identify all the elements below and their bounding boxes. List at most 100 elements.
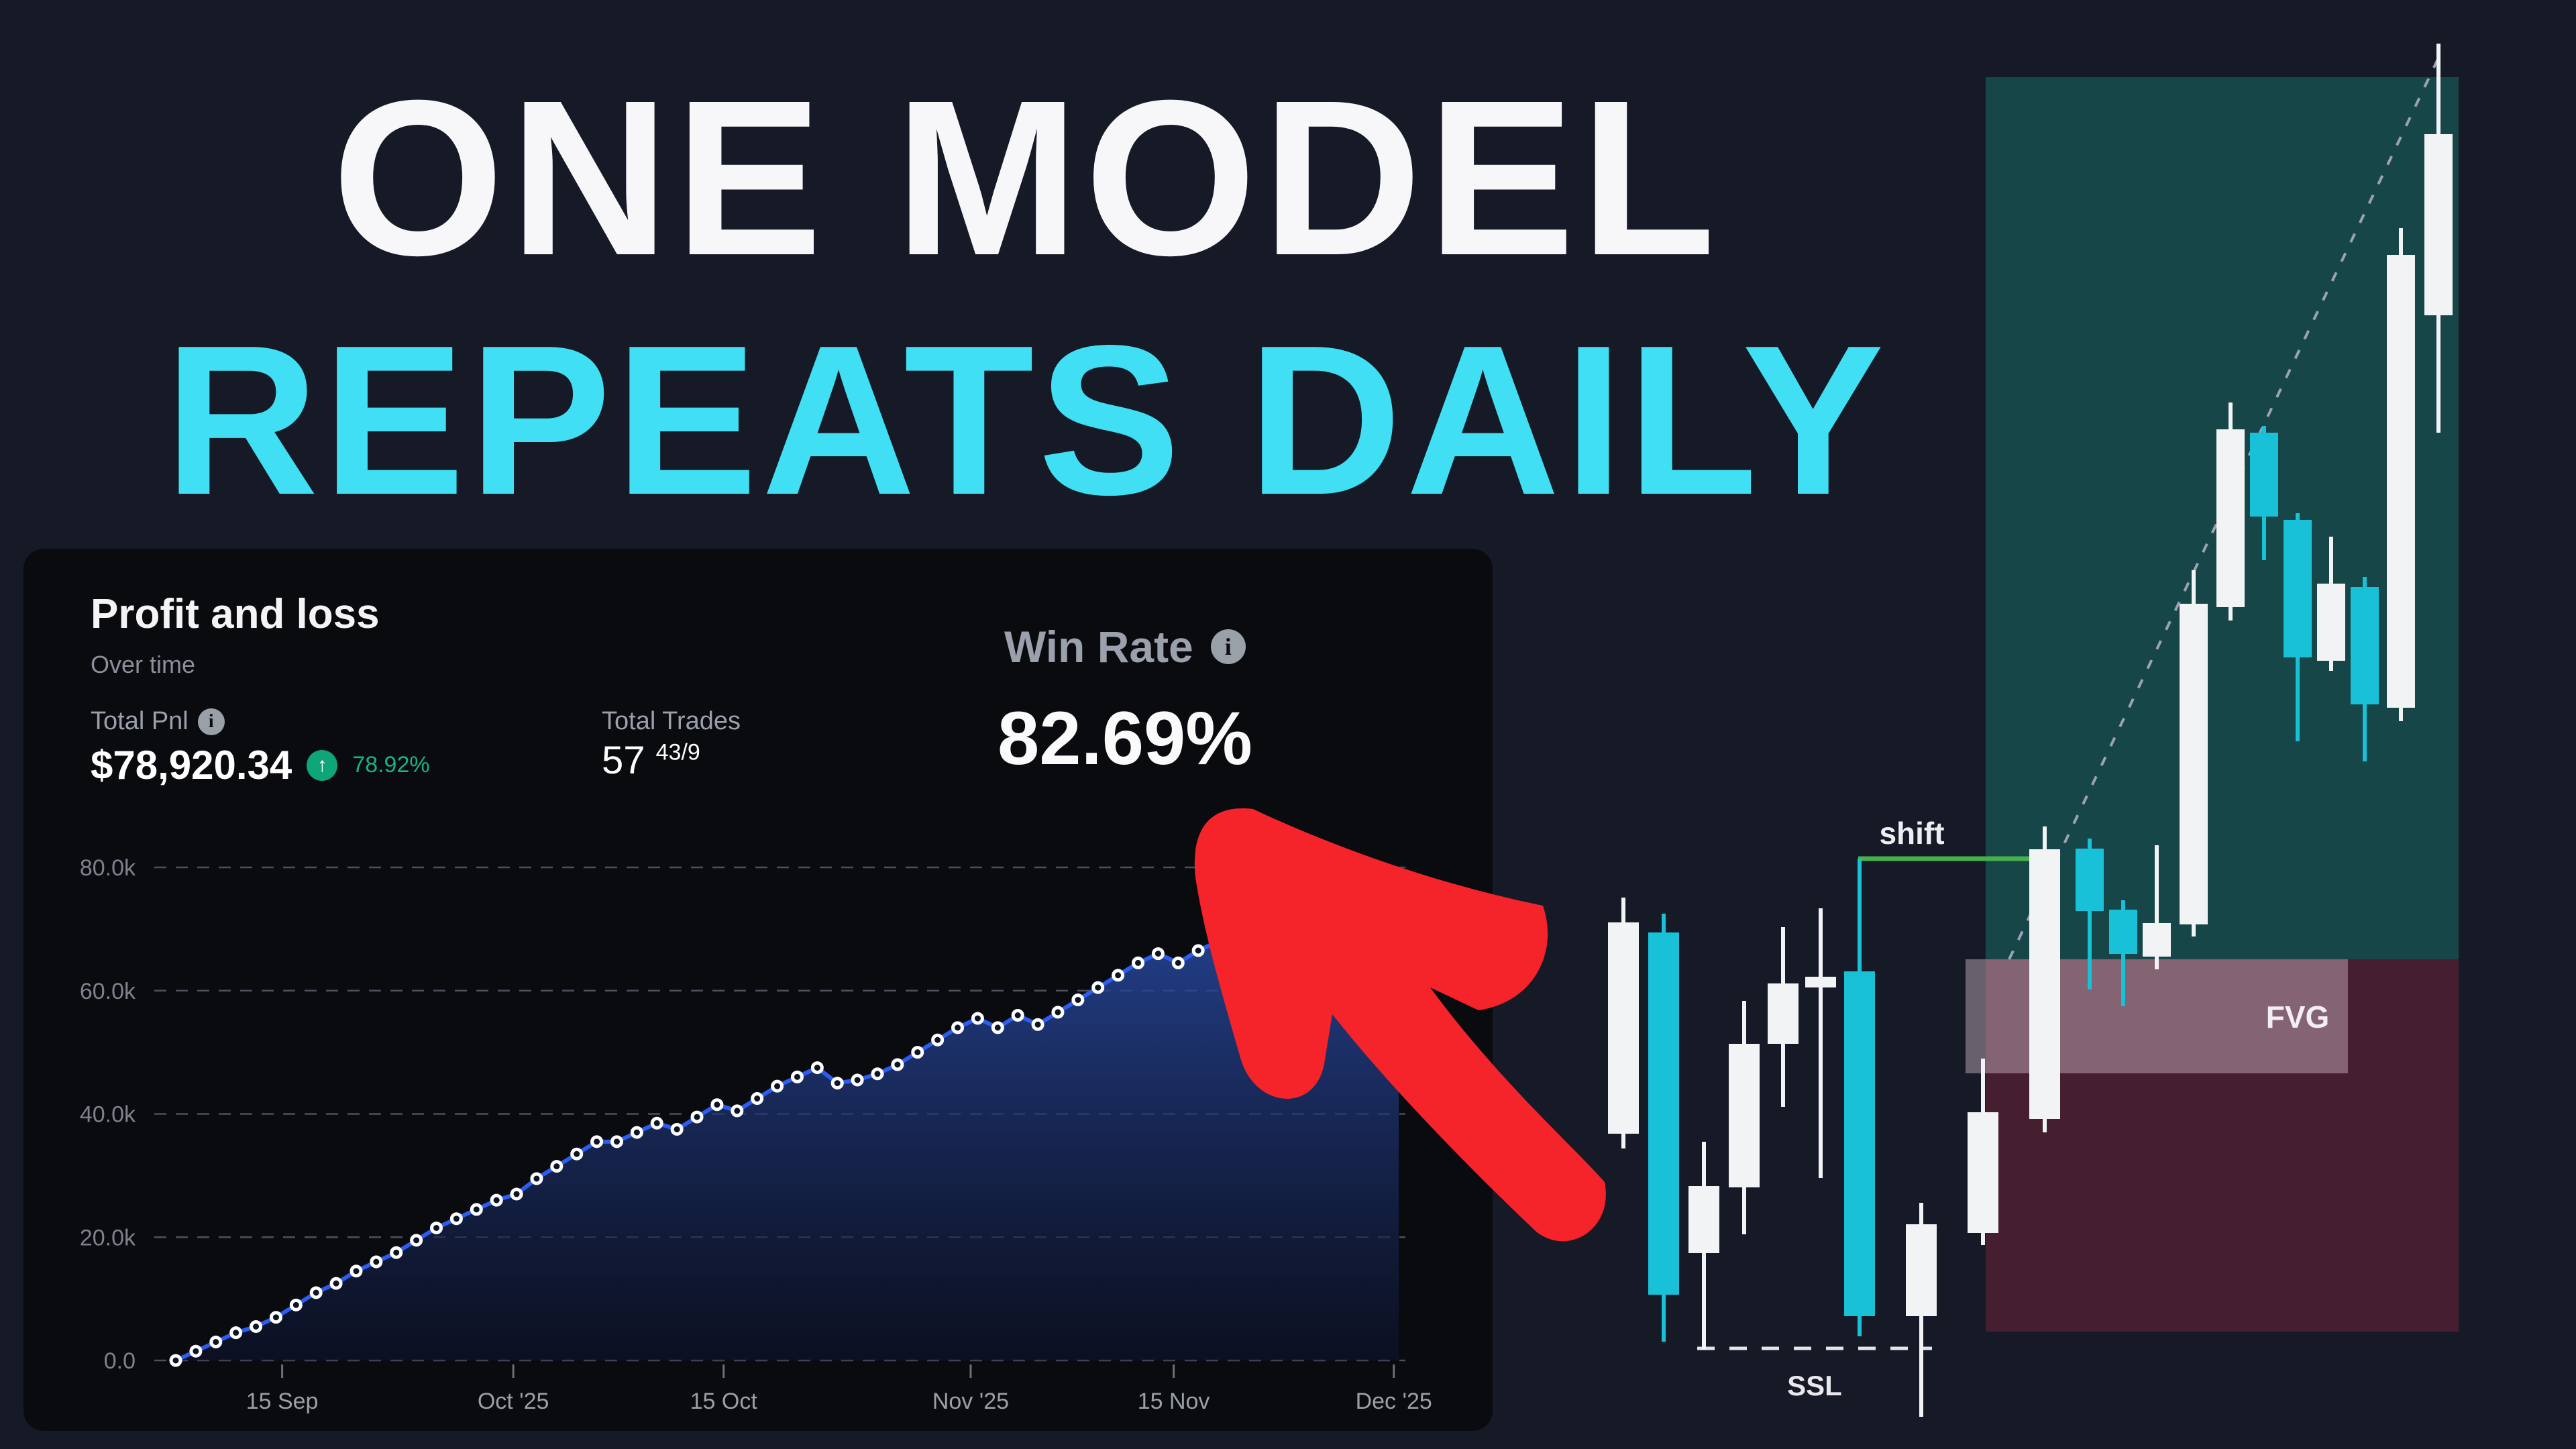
x-axis-tick-label: Oct '25	[478, 1389, 549, 1414]
candle-body	[1648, 932, 1679, 1295]
data-point-marker	[410, 1234, 423, 1247]
bearish-candle	[2076, 839, 2104, 989]
data-point-marker	[1112, 969, 1125, 982]
bullish-candle	[1768, 927, 1799, 1107]
data-point-marker	[169, 1354, 182, 1367]
x-axis-tick-label: Nov '25	[932, 1389, 1009, 1414]
data-point-marker	[390, 1246, 403, 1259]
candle-body	[2284, 520, 2312, 657]
y-axis-tick-label: 60.0k	[80, 979, 136, 1004]
candle-body	[2143, 923, 2171, 957]
data-point-marker	[329, 1277, 343, 1290]
data-point-marker	[1131, 956, 1144, 969]
win-rate-label: Win Rate	[1004, 622, 1193, 672]
data-point-marker	[1071, 994, 1085, 1007]
y-axis-tick-label: 0.0	[104, 1348, 136, 1374]
info-icon[interactable]: i	[197, 708, 225, 735]
data-point-marker	[690, 1110, 704, 1124]
up-arrow-icon: ↑	[307, 749, 338, 781]
bullish-candle	[1906, 1203, 1937, 1417]
total-trades-value: 57 43/9	[602, 739, 700, 782]
bearish-candle	[1844, 859, 1875, 1336]
bullish-candle	[2387, 228, 2415, 721]
bullish-candle	[1608, 898, 1639, 1148]
data-point-marker	[309, 1286, 323, 1299]
data-point-marker	[590, 1135, 604, 1148]
data-point-marker	[470, 1203, 483, 1216]
data-point-marker	[1311, 898, 1325, 911]
y-axis-tick-label: 20.0k	[80, 1225, 136, 1250]
data-point-marker	[1292, 892, 1305, 905]
headline-line2: REPEATS DAILY	[164, 301, 1888, 539]
data-point-marker	[1191, 944, 1205, 957]
data-point-marker	[1011, 1009, 1024, 1022]
data-point-marker	[1252, 913, 1265, 926]
bearish-candle	[2351, 577, 2379, 761]
bullish-candle	[2424, 44, 2453, 433]
data-point-marker	[1372, 885, 1385, 899]
data-point-marker	[731, 1104, 744, 1118]
candle-body	[1805, 977, 1836, 987]
total-pnl-value: $78,920.34	[91, 743, 292, 788]
x-axis-tick-label: 15 Oct	[690, 1389, 758, 1414]
profit-loss-panel: Profit and loss Over time Total Pnl i $7…	[23, 549, 1493, 1431]
candle-body	[1729, 1044, 1760, 1187]
data-point-marker	[1051, 1006, 1065, 1019]
y-axis-tick-label: 40.0k	[80, 1102, 136, 1128]
panel-subtitle: Over time	[91, 651, 196, 678]
total-pnl-label: Total Pnl	[91, 707, 189, 735]
shift-label: shift	[1879, 816, 1945, 851]
candle-body	[2076, 849, 2104, 911]
candle-body	[1906, 1224, 1937, 1316]
data-point-marker	[1332, 888, 1345, 902]
candle-body	[2180, 604, 2208, 924]
data-point-marker	[289, 1298, 303, 1311]
candle-body	[1968, 1112, 1998, 1233]
candle-body	[2351, 587, 2379, 704]
ssl-label: SSL	[1787, 1370, 1842, 1401]
discount-zone-maroon	[1986, 959, 2459, 1332]
data-point-marker	[570, 1147, 584, 1161]
info-icon[interactable]: i	[1210, 629, 1246, 664]
total-pnl-change: 78.92%	[352, 752, 430, 777]
candle-body	[1844, 971, 1875, 1316]
x-axis-tick-label: 15 Sep	[246, 1389, 319, 1414]
data-point-marker	[1232, 922, 1245, 936]
fvg-label: FVG	[2265, 1000, 2330, 1034]
data-point-marker	[931, 1033, 945, 1046]
total-pnl-label-row: Total Pnl i	[91, 707, 225, 736]
data-point-marker	[1091, 981, 1105, 994]
bullish-candle	[1968, 1059, 1998, 1245]
data-point-marker	[250, 1320, 263, 1333]
candle-body	[2250, 433, 2278, 517]
data-point-marker	[209, 1335, 223, 1348]
x-axis-tick-label: 15 Nov	[1138, 1389, 1210, 1414]
candle-body	[1608, 922, 1639, 1134]
candle-body	[2216, 429, 2245, 607]
bearish-candle	[2284, 513, 2312, 741]
data-point-marker	[510, 1187, 523, 1201]
data-point-marker	[1171, 956, 1185, 969]
data-point-marker	[891, 1058, 904, 1071]
data-point-marker	[189, 1344, 203, 1358]
data-point-marker	[790, 1070, 804, 1083]
total-trades-detail: 43/9	[655, 739, 700, 765]
data-point-marker	[771, 1079, 784, 1093]
data-point-marker	[610, 1135, 623, 1148]
win-rate-value: 82.69%	[998, 696, 1252, 780]
candle-body	[2109, 910, 2137, 954]
bullish-candle	[2317, 537, 2345, 671]
candle-body	[2387, 255, 2415, 708]
data-point-marker	[1212, 934, 1225, 948]
candlestick-chart	[1608, 44, 2459, 1417]
data-point-marker	[810, 1061, 824, 1075]
data-point-marker	[1272, 904, 1285, 917]
bearish-candle	[1648, 914, 1679, 1342]
data-point-marker	[650, 1116, 663, 1130]
data-point-marker	[911, 1046, 924, 1059]
candle-body	[2029, 849, 2060, 1119]
data-point-marker	[871, 1067, 884, 1081]
win-rate-label-row: Win Rate i	[1004, 621, 1246, 672]
bullish-candle	[2029, 826, 2060, 1132]
data-point-marker	[971, 1012, 984, 1025]
